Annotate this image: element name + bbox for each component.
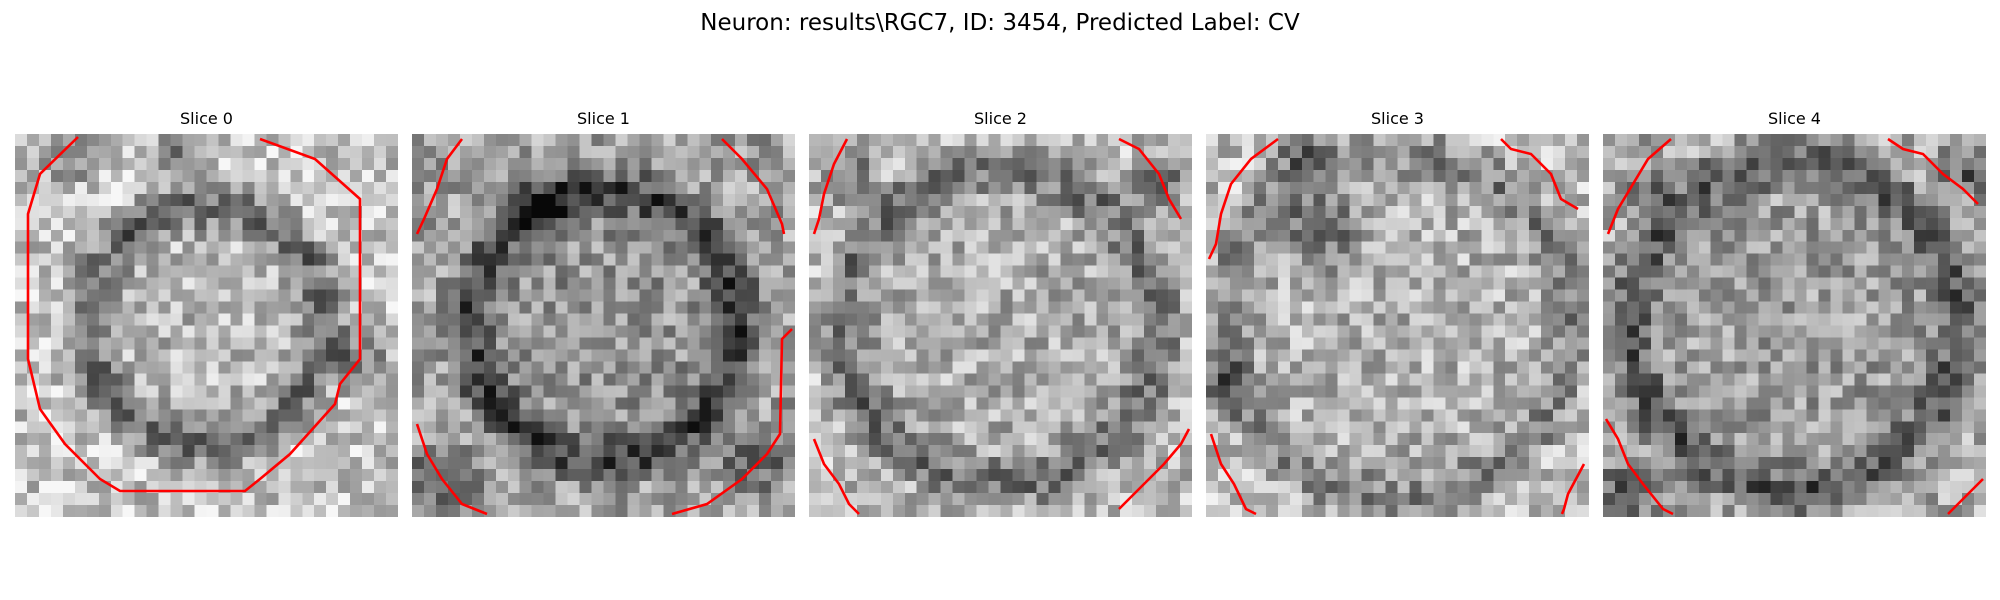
slice-image-0 <box>15 134 398 517</box>
slice-contour-0 <box>26 136 362 493</box>
slice-title-1: Slice 1 <box>577 109 630 128</box>
contour-line <box>1118 428 1191 510</box>
contour-line <box>415 423 488 516</box>
contour-line <box>1118 137 1183 220</box>
contour-line <box>1560 463 1586 515</box>
slice-panel-1: Slice 1 <box>412 109 795 517</box>
contour-line <box>1207 137 1279 260</box>
contour-line <box>812 138 849 235</box>
slice-pixels-2 <box>809 134 1192 517</box>
slice-image-2 <box>809 134 1192 517</box>
slice-image-1 <box>412 134 795 517</box>
contour-line <box>1604 418 1674 516</box>
slice-panel-0: Slice 0 <box>15 109 398 517</box>
slice-image-3 <box>1206 134 1589 517</box>
slice-contour-4 <box>1604 137 1984 516</box>
slice-pixels-4 <box>1603 134 1986 517</box>
slice-title-4: Slice 4 <box>1768 109 1821 128</box>
slice-title-3: Slice 3 <box>1371 109 1424 128</box>
slice-title-0: Slice 0 <box>180 109 233 128</box>
figure-title: Neuron: results\RGC7, ID: 3454, Predicte… <box>700 10 1300 36</box>
slice-title-2: Slice 2 <box>974 109 1027 128</box>
slice-contour-1 <box>415 138 793 516</box>
slice-pixels-1 <box>412 134 795 517</box>
slice-contour-3 <box>1207 137 1586 516</box>
contour-line <box>721 138 786 235</box>
contour-line <box>671 328 793 516</box>
slice-contour-2 <box>812 137 1191 515</box>
slice-panel-4: Slice 4 <box>1603 109 1986 517</box>
contour-line <box>1887 137 1979 205</box>
contour-line <box>1209 433 1257 516</box>
contour-line <box>1606 138 1672 235</box>
contour-line <box>1500 138 1579 211</box>
slice-image-4 <box>1603 134 1986 517</box>
slice-panel-3: Slice 3 <box>1206 109 1589 517</box>
slice-panel-2: Slice 2 <box>809 109 1192 517</box>
contour-line <box>415 138 464 235</box>
slice-pixels-0 <box>15 134 398 517</box>
contour-line <box>1947 478 1984 515</box>
slice-pixels-3 <box>1206 134 1589 517</box>
contour-line <box>26 136 362 493</box>
contour-line <box>812 438 860 515</box>
